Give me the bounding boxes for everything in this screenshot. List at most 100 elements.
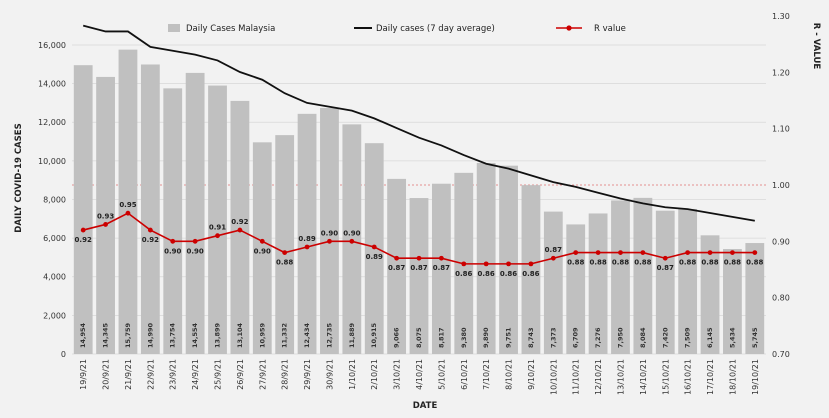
x-axis-ticks: 19/9/21 20/9/21 21/9/21 22/9/21 23/9/21 24/9/… bbox=[79, 359, 760, 395]
bar-value-label: 10,959 bbox=[258, 322, 266, 348]
r-value-marker bbox=[640, 250, 646, 256]
r-value-marker bbox=[685, 250, 691, 256]
bar bbox=[633, 197, 653, 354]
bar bbox=[521, 185, 541, 354]
r-value-label: 0.89 bbox=[366, 253, 383, 261]
bar bbox=[252, 142, 272, 354]
bar-value-label: 13,104 bbox=[236, 322, 244, 348]
r-value-marker bbox=[550, 255, 556, 261]
legend-label-average: Daily cases (7 day average) bbox=[376, 24, 495, 34]
bar bbox=[230, 100, 250, 354]
r-value-marker bbox=[394, 255, 400, 261]
x-tick-label: 4/10/21 bbox=[415, 359, 424, 390]
r-value-label: 0.88 bbox=[567, 259, 584, 267]
bar-value-label: 6,709 bbox=[572, 327, 580, 348]
bar bbox=[543, 211, 563, 354]
r-value-label: 0.90 bbox=[321, 229, 338, 237]
r-value-marker bbox=[528, 261, 534, 267]
bar-value-label: 5,745 bbox=[751, 327, 759, 348]
bar-value-label: 9,380 bbox=[460, 327, 468, 348]
r-value-marker bbox=[483, 261, 489, 267]
r-value-label: 0.88 bbox=[679, 259, 696, 267]
x-tick-label: 2/10/21 bbox=[370, 359, 379, 390]
r-value-label: 0.86 bbox=[455, 270, 472, 278]
average-line bbox=[82, 24, 755, 222]
x-tick-label: 23/9/21 bbox=[169, 359, 178, 390]
legend-swatch-bars bbox=[168, 24, 180, 32]
r-value-label: 0.89 bbox=[298, 235, 315, 243]
bar bbox=[208, 85, 227, 354]
r-value-series bbox=[80, 210, 758, 267]
bar bbox=[96, 76, 115, 354]
x-tick-label: 1/10/21 bbox=[348, 359, 357, 390]
bar bbox=[185, 72, 205, 354]
bar-value-label: 10,915 bbox=[370, 322, 378, 348]
r-value-marker bbox=[304, 244, 310, 250]
bar bbox=[163, 88, 183, 354]
x-tick-label: 5/10/21 bbox=[437, 359, 446, 390]
x-tick-label: 13/10/21 bbox=[616, 359, 625, 395]
x-tick-label: 12/10/21 bbox=[594, 359, 603, 395]
r-value-label: 0.87 bbox=[545, 246, 562, 254]
r-value-label: 0.88 bbox=[612, 259, 629, 267]
bar-value-label: 7,276 bbox=[594, 327, 602, 348]
r-value-label: 0.93 bbox=[97, 212, 114, 220]
x-axis-title: DATE bbox=[413, 401, 438, 411]
y2-axis-title: R - VALUE bbox=[811, 23, 821, 70]
bar-value-label: 12,434 bbox=[303, 322, 311, 348]
r-value-label: 0.88 bbox=[589, 259, 606, 267]
bar bbox=[745, 243, 765, 354]
r-value-label: 0.91 bbox=[209, 224, 226, 232]
bar-value-label: 13,754 bbox=[169, 322, 177, 348]
r-value-marker bbox=[192, 238, 198, 244]
r-value-marker bbox=[170, 238, 176, 244]
r-value-label: 0.88 bbox=[724, 259, 741, 267]
bar bbox=[566, 224, 586, 354]
x-tick-label: 6/10/21 bbox=[460, 359, 469, 390]
r-value-marker bbox=[125, 210, 131, 216]
r-value-label: 0.88 bbox=[634, 259, 651, 267]
r-value-marker bbox=[595, 250, 601, 256]
y-tick-label: 0 bbox=[61, 350, 66, 359]
r-value-label: 0.87 bbox=[388, 264, 405, 272]
x-tick-label: 27/9/21 bbox=[258, 359, 267, 390]
y-tick-label: 2,000 bbox=[43, 311, 66, 320]
bar bbox=[723, 249, 742, 354]
bar-value-label: 6,145 bbox=[706, 327, 714, 348]
r-value-marker bbox=[282, 250, 288, 256]
y-tick-label: 12,000 bbox=[38, 118, 66, 127]
y-tick-label: 14,000 bbox=[38, 80, 66, 89]
r-value-marker bbox=[103, 222, 108, 227]
r-value-marker bbox=[707, 250, 713, 256]
x-tick-label: 19/10/21 bbox=[751, 359, 760, 395]
x-tick-label: 22/9/21 bbox=[146, 359, 155, 390]
x-tick-label: 30/9/21 bbox=[325, 359, 334, 390]
r-value-marker bbox=[80, 227, 86, 233]
r-value-marker bbox=[730, 250, 735, 256]
y2-tick-label: 1.20 bbox=[772, 68, 790, 77]
x-tick-label: 26/9/21 bbox=[236, 359, 245, 390]
x-tick-label: 18/10/21 bbox=[728, 359, 737, 395]
r-value-marker bbox=[259, 238, 265, 244]
legend: Daily Cases Malaysia Daily cases (7 day … bbox=[168, 24, 626, 34]
r-value-marker bbox=[662, 255, 668, 261]
bar bbox=[118, 49, 138, 355]
x-tick-label: 9/10/21 bbox=[527, 359, 536, 390]
r-value-marker bbox=[438, 255, 444, 261]
r-value-marker bbox=[327, 238, 332, 244]
bar-value-label: 7,373 bbox=[549, 327, 557, 348]
x-tick-label: 20/9/21 bbox=[102, 359, 111, 390]
bar bbox=[140, 64, 160, 355]
r-value-marker bbox=[618, 250, 623, 256]
bar bbox=[611, 200, 630, 354]
r-value-marker bbox=[371, 244, 377, 250]
x-tick-label: 29/9/21 bbox=[303, 359, 312, 390]
bar bbox=[655, 210, 675, 354]
r-value-label: 0.88 bbox=[746, 259, 763, 267]
bar-value-label: 9,890 bbox=[482, 327, 490, 348]
x-tick-label: 8/10/21 bbox=[505, 359, 514, 390]
bar bbox=[73, 65, 93, 355]
y2-tick-label: 1.10 bbox=[772, 125, 790, 134]
bar-value-label: 13,899 bbox=[214, 322, 222, 348]
x-tick-label: 10/10/21 bbox=[549, 359, 558, 395]
